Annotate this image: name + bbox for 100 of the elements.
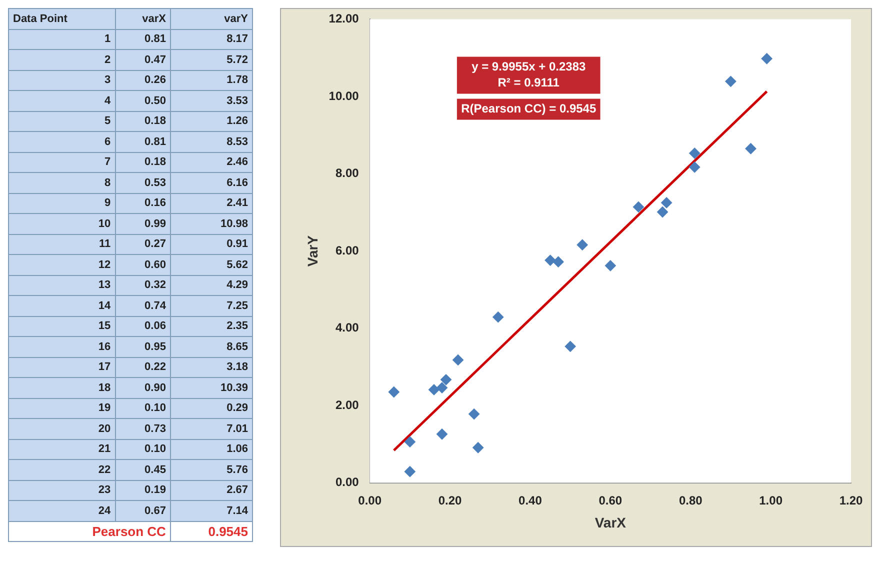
data-label: 0.47 <box>115 50 170 70</box>
data-label: 0.26 <box>115 70 170 90</box>
y-tick-label: 7 <box>8 152 116 172</box>
y-tick-label: 9 <box>8 193 116 214</box>
y-tick-label: 2.00 <box>335 398 360 412</box>
point <box>761 53 772 64</box>
point <box>388 386 400 398</box>
data-label: 2.41 <box>170 193 252 214</box>
y-tick-label: 15 <box>8 316 116 336</box>
y-tick-label: 5 <box>8 111 116 132</box>
point <box>436 428 448 440</box>
point <box>472 442 484 454</box>
x-tick-label: 0.60 <box>598 493 622 508</box>
x-tick-label: 0.80 <box>678 493 703 508</box>
y-tick-label: 8.00 <box>335 166 360 180</box>
data-label: 7.01 <box>170 418 252 439</box>
x-tick-label: 1.20 <box>839 493 863 508</box>
x-tick-label: 1.00 <box>759 493 783 508</box>
data-label: 5.72 <box>170 50 252 70</box>
data-label: 0.60 <box>115 254 170 275</box>
y-tick-label: 12 <box>8 254 116 275</box>
data-label: 3.18 <box>170 357 252 378</box>
data-label: 8.53 <box>170 132 252 152</box>
point <box>428 384 440 396</box>
y-tick-label: 4 <box>8 90 116 111</box>
data-label: 0.53 <box>115 172 170 193</box>
y-tick-label: 8 <box>8 172 116 193</box>
data-label: 5.76 <box>170 460 252 480</box>
y-axis-title: VarY <box>304 234 320 267</box>
data-label: 7.25 <box>170 296 252 316</box>
data-label: 0.45 <box>115 460 170 480</box>
point <box>745 143 756 154</box>
data-label: 8.65 <box>170 336 252 357</box>
data-label: 8.17 <box>170 29 252 50</box>
data-label: 4.29 <box>170 275 252 296</box>
point <box>492 312 504 323</box>
data-label: 0.10 <box>115 439 170 460</box>
data-label: 0.06 <box>115 316 170 336</box>
data-label: 2.35 <box>170 316 252 336</box>
point <box>661 197 672 208</box>
data-label: 0.81 <box>115 29 170 50</box>
y-tick-label: 3 <box>8 70 116 90</box>
point <box>544 254 556 266</box>
data-label: 2.67 <box>170 480 252 500</box>
y-tick-label: 22 <box>8 460 116 480</box>
x-axis-title: VarX <box>594 514 627 530</box>
y-tick-label: 4.00 <box>335 320 360 335</box>
y-tick-label: 1 <box>8 29 116 50</box>
x-tick-label: varX <box>115 8 170 29</box>
y-tick-label: 6.00 <box>335 243 360 258</box>
data-label: 1.78 <box>170 70 252 90</box>
data-label: 0.32 <box>115 275 170 296</box>
data-label: 0.50 <box>115 90 170 111</box>
data-label: 0.81 <box>115 132 170 152</box>
y-tick-label: 18 <box>8 378 116 398</box>
data-label: 0.90 <box>115 378 170 398</box>
data-label: 0.22 <box>115 357 170 378</box>
point <box>689 162 700 173</box>
y-tick-label: 20 <box>8 418 116 439</box>
data-label: 0.27 <box>115 234 170 254</box>
data-label: 3.53 <box>170 90 252 111</box>
data-label: 0.18 <box>115 111 170 132</box>
y-axis-title: Data Point <box>8 8 116 29</box>
x-tick-label: varY <box>170 8 252 29</box>
data-label: 0.16 <box>115 193 170 214</box>
point <box>725 76 736 87</box>
data-label: 2.46 <box>170 152 252 172</box>
annotation: y = 9.9955x + 0.2383 <box>472 60 586 74</box>
data-label: 0.67 <box>115 500 170 521</box>
point <box>552 256 564 268</box>
point <box>452 354 464 366</box>
data-label: 1.06 <box>170 439 252 460</box>
point <box>604 260 616 272</box>
y-tick-label: 14 <box>8 296 116 316</box>
point <box>564 340 576 352</box>
data-label: 5.62 <box>170 254 252 275</box>
data-label: 0.10 <box>115 398 170 418</box>
y-tick-label: 21 <box>8 439 116 460</box>
y-tick-label: 17 <box>8 357 116 378</box>
y-tick-label: 10 <box>8 214 116 234</box>
data-label: 0.95 <box>115 336 170 357</box>
data-label: 0.19 <box>115 480 170 500</box>
annotation: R(Pearson CC) = 0.9545 <box>461 102 596 116</box>
point <box>404 436 416 448</box>
data-label: 10.98 <box>170 214 252 234</box>
y-tick-label: 10.00 <box>328 88 360 103</box>
data-label: 0.74 <box>115 296 170 316</box>
point <box>632 201 644 212</box>
y-tick-label: 6 <box>8 132 116 152</box>
point <box>576 239 588 250</box>
data-label: 0.18 <box>115 152 170 172</box>
point <box>657 206 668 218</box>
x-tick-label: 0.00 <box>358 493 382 508</box>
point <box>440 374 452 386</box>
annotation: 0.9545 <box>170 521 252 542</box>
y-tick-label: 19 <box>8 398 116 418</box>
y-tick-label: 24 <box>8 500 116 521</box>
point <box>689 148 700 159</box>
y-tick-label: 12.00 <box>328 12 360 26</box>
annotation: Pearson CC <box>8 521 170 542</box>
